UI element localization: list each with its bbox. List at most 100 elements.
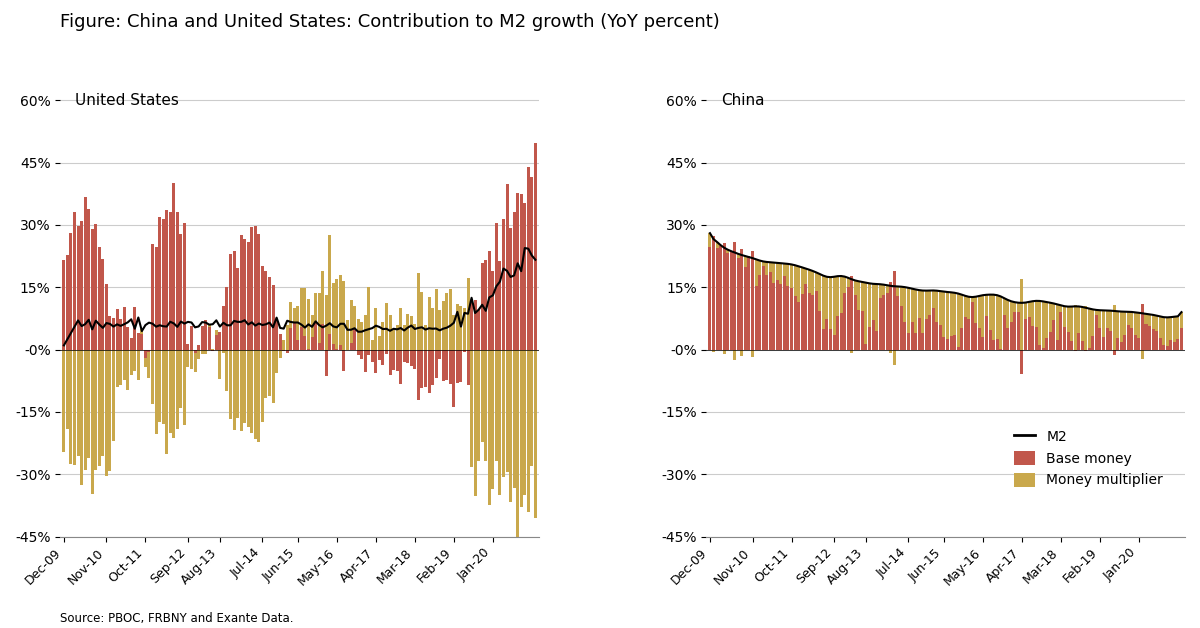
Bar: [751, 251, 754, 350]
Bar: [427, 297, 431, 350]
Bar: [790, 264, 793, 288]
Bar: [769, 263, 772, 273]
Bar: [66, 350, 68, 428]
Bar: [1074, 350, 1076, 351]
Bar: [166, 350, 168, 453]
Bar: [779, 263, 782, 284]
Bar: [978, 328, 980, 350]
Bar: [144, 358, 146, 367]
Bar: [112, 350, 115, 441]
Bar: [318, 343, 320, 350]
Bar: [1016, 303, 1020, 312]
Bar: [929, 315, 931, 350]
Bar: [485, 261, 487, 350]
Bar: [726, 250, 730, 253]
Bar: [162, 350, 164, 425]
Bar: [826, 319, 828, 350]
Bar: [236, 268, 239, 350]
Bar: [889, 350, 893, 354]
Bar: [893, 271, 896, 350]
Bar: [244, 350, 246, 423]
Bar: [505, 184, 509, 350]
Bar: [907, 288, 910, 333]
Text: China: China: [721, 93, 764, 108]
Bar: [1085, 350, 1087, 351]
Bar: [786, 286, 790, 350]
Bar: [215, 330, 218, 335]
Bar: [293, 308, 296, 322]
Bar: [77, 350, 79, 455]
Bar: [502, 219, 505, 350]
Bar: [491, 350, 494, 489]
Bar: [530, 177, 533, 350]
Bar: [811, 295, 815, 350]
Bar: [925, 291, 928, 318]
Bar: [155, 350, 157, 435]
Bar: [438, 310, 442, 350]
Bar: [907, 333, 910, 350]
Bar: [1098, 328, 1102, 350]
Bar: [1165, 317, 1169, 346]
Bar: [247, 242, 250, 350]
Bar: [445, 293, 449, 350]
Bar: [974, 296, 977, 323]
Bar: [914, 333, 917, 350]
Bar: [296, 306, 299, 340]
Bar: [264, 350, 268, 398]
Bar: [857, 281, 860, 310]
Bar: [190, 350, 193, 369]
Bar: [1176, 317, 1180, 339]
Bar: [860, 282, 864, 311]
Bar: [512, 350, 516, 489]
Bar: [833, 277, 835, 335]
Bar: [971, 297, 974, 302]
Bar: [1067, 306, 1069, 332]
Bar: [396, 350, 398, 371]
Bar: [424, 350, 427, 387]
Bar: [314, 323, 317, 350]
Bar: [1042, 349, 1045, 350]
Bar: [982, 337, 984, 350]
Bar: [173, 350, 175, 438]
Bar: [904, 322, 906, 350]
Bar: [722, 243, 726, 350]
Bar: [1091, 336, 1094, 350]
Bar: [509, 228, 512, 350]
Bar: [860, 311, 864, 350]
Bar: [925, 318, 928, 350]
Bar: [534, 143, 536, 350]
Bar: [776, 263, 779, 280]
Bar: [140, 329, 143, 334]
Bar: [878, 284, 882, 298]
Bar: [1098, 310, 1102, 328]
Bar: [148, 350, 150, 352]
Bar: [1094, 315, 1098, 350]
Bar: [1070, 341, 1073, 350]
Bar: [409, 350, 413, 366]
Bar: [108, 316, 112, 350]
Bar: [342, 350, 346, 371]
Bar: [158, 350, 161, 421]
Bar: [1020, 279, 1024, 350]
Bar: [130, 350, 133, 375]
Bar: [1148, 314, 1151, 325]
Bar: [989, 295, 991, 330]
Bar: [1003, 298, 1006, 315]
Bar: [179, 350, 182, 408]
Bar: [985, 295, 988, 317]
Bar: [1156, 331, 1158, 350]
Bar: [726, 253, 730, 350]
Bar: [236, 350, 239, 418]
Bar: [98, 247, 101, 350]
Bar: [793, 296, 797, 350]
Bar: [122, 350, 126, 380]
Bar: [847, 278, 850, 287]
Bar: [964, 318, 967, 350]
Bar: [769, 273, 772, 350]
Bar: [1013, 302, 1016, 312]
Bar: [416, 350, 420, 401]
Bar: [311, 337, 313, 350]
Bar: [400, 350, 402, 384]
Bar: [1159, 317, 1162, 338]
Bar: [815, 291, 818, 350]
